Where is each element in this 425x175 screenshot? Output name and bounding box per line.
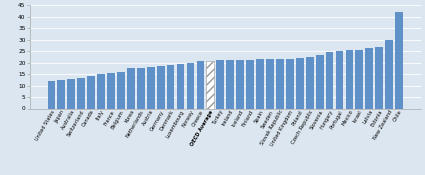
Bar	[395, 12, 403, 108]
Bar	[48, 81, 55, 108]
Bar	[87, 76, 95, 108]
Bar	[286, 59, 294, 108]
Bar	[256, 59, 264, 108]
Bar	[97, 74, 105, 108]
Bar	[375, 47, 383, 108]
Bar	[68, 79, 75, 108]
Bar	[355, 50, 363, 108]
Bar	[266, 59, 274, 108]
Bar	[57, 80, 65, 108]
Bar	[167, 65, 175, 108]
Bar	[187, 63, 194, 108]
Bar	[385, 40, 393, 108]
Bar	[137, 68, 144, 108]
Bar	[306, 57, 314, 108]
Bar	[147, 67, 155, 108]
Bar	[236, 60, 244, 108]
Bar	[107, 73, 115, 108]
Bar	[216, 60, 224, 108]
Bar	[77, 78, 85, 108]
Bar	[157, 66, 164, 108]
Bar	[346, 50, 353, 108]
Bar	[276, 59, 284, 108]
Bar	[316, 55, 323, 108]
Bar	[127, 68, 135, 108]
Bar	[326, 52, 334, 108]
Bar	[366, 48, 373, 108]
Bar	[227, 60, 234, 108]
Bar	[177, 64, 184, 108]
Bar	[117, 72, 125, 108]
Bar	[246, 60, 254, 108]
Bar	[336, 51, 343, 108]
Bar	[196, 61, 204, 108]
Bar	[296, 58, 303, 108]
Bar	[207, 61, 214, 108]
